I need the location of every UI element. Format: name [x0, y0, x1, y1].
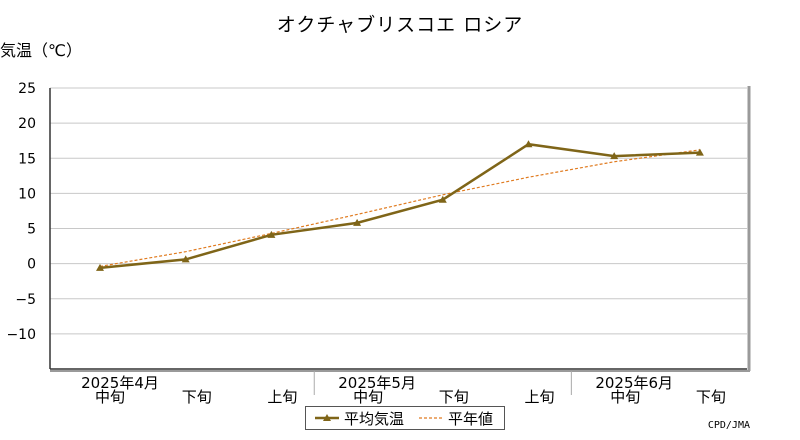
x-tick-label: 下旬 — [182, 388, 212, 406]
data-point-average — [610, 152, 619, 160]
data-point-average — [267, 230, 276, 238]
legend-label-average: 平均気温 — [344, 409, 405, 428]
grid-lines — [50, 87, 747, 335]
chart-title: オクチャブリスコエ ロシア — [276, 14, 524, 36]
y-tick-label: −5 — [15, 292, 36, 308]
plot-frame — [49, 86, 751, 372]
month-label: 2025年5月 — [338, 374, 416, 392]
legend-item-average: 平均気温 — [314, 408, 404, 429]
y-tick-label: −10 — [6, 327, 36, 343]
y-tick-labels: 25 20 15 10 5 0 −5 −10 — [6, 81, 36, 343]
y-tick-label: 20 — [18, 116, 36, 132]
x-axis: 中旬 下旬 上旬 中旬 下旬 上旬 中旬 下旬 2025年4月 2025年5月 2025年6月 — [81, 371, 726, 406]
y-tick-label: 5 — [27, 222, 36, 238]
legend-label-normal: 平年値 — [448, 409, 494, 428]
series-line-normal — [99, 149, 700, 268]
legend-average-swatch — [315, 414, 339, 421]
series-layer — [96, 140, 704, 271]
legend: 平均気温 平年値 — [305, 406, 505, 430]
y-tick-label: 0 — [27, 257, 36, 273]
x-tick-label: 上旬 — [267, 388, 297, 406]
data-point-average — [96, 263, 104, 271]
x-tick-label: 上旬 — [524, 388, 554, 406]
x-tick-label: 中旬 — [95, 388, 125, 406]
data-point-average — [438, 195, 447, 203]
x-tick-label: 中旬 — [610, 388, 640, 406]
y-tick-label: 25 — [18, 81, 36, 97]
legend-normal-swatch — [419, 417, 444, 419]
data-point-average — [353, 218, 362, 226]
y-tick-label: 15 — [18, 151, 36, 167]
y-axis-label: 気温（℃） — [0, 41, 82, 60]
data-point-average — [695, 148, 704, 156]
data-point-average — [181, 255, 190, 263]
legend-item-normal: 平年値 — [418, 408, 493, 429]
month-label: 2025年6月 — [595, 374, 673, 392]
x-tick-label: 下旬 — [696, 388, 726, 406]
data-point-average — [524, 140, 533, 148]
credit-text: CPD/JMA — [707, 420, 750, 431]
y-tick-label: 10 — [18, 186, 36, 202]
x-tick-label: 下旬 — [439, 388, 469, 406]
x-tick-label: 中旬 — [353, 388, 383, 406]
month-label: 2025年4月 — [81, 374, 159, 392]
series-line-average — [99, 142, 700, 270]
